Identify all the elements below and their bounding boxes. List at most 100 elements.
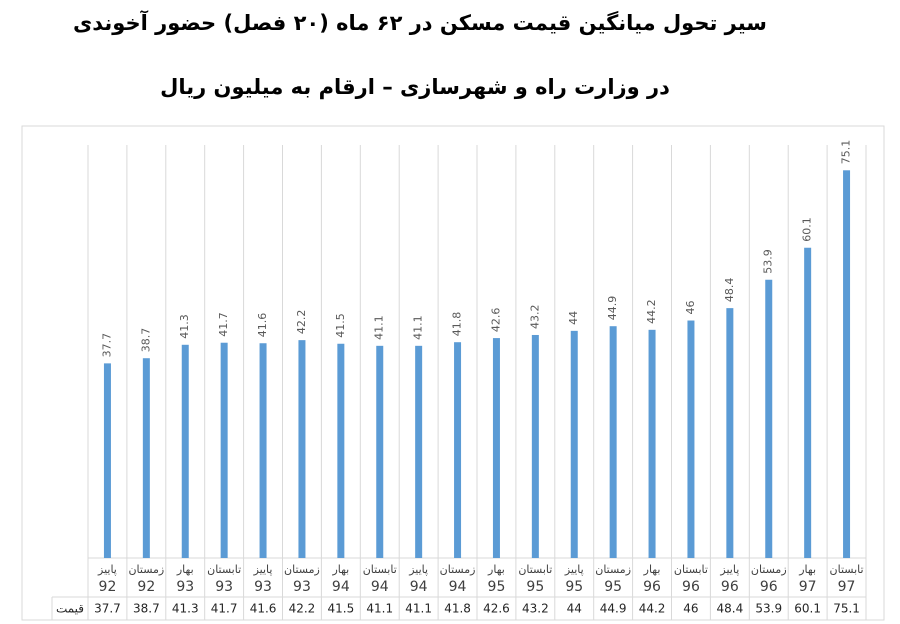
x-group-label: 95 [604, 579, 622, 595]
value-label: 41.1 [412, 315, 425, 340]
x-group-label: 96 [760, 579, 778, 595]
table-value: 41.1 [405, 602, 432, 616]
value-label: 60.1 [801, 217, 814, 242]
x-group-label: 92 [137, 579, 155, 595]
chart-frame [21, 125, 885, 621]
x-group-label: 93 [293, 579, 311, 595]
value-label: 41.1 [373, 315, 386, 340]
value-label: 48.4 [723, 278, 736, 303]
x-group-label: 93 [176, 579, 194, 595]
value-label: 41.7 [217, 312, 230, 337]
x-tick-label: زمستان [751, 563, 787, 576]
bar [726, 308, 734, 558]
x-group-label: 95 [565, 579, 583, 595]
x-group-label: 97 [799, 579, 817, 595]
bar [765, 279, 773, 558]
chart-title: سیر تحول میانگین قیمت مسکن در ۶۲ ماه (۲۰… [73, 10, 767, 35]
x-group-label: 94 [371, 579, 389, 595]
bar [531, 334, 539, 558]
x-tick-label: پاییز [564, 563, 584, 576]
table-row-label: قیمت [56, 602, 84, 616]
value-label: 43.2 [528, 304, 541, 329]
x-tick-label: پاییز [97, 563, 117, 576]
x-group-label: 96 [643, 579, 661, 595]
plot: قیمت 37.7 37.7 38.7 38.7 41.3 41.3 41.7 41.7 41.6… [51, 140, 867, 621]
x-group-label: 94 [332, 579, 350, 595]
x-tick-label: پاییز [408, 563, 428, 576]
x-tick-label: تابستان [674, 563, 708, 576]
value-label: 41.6 [256, 313, 269, 338]
x-group-label: 93 [215, 579, 233, 595]
bar [181, 344, 189, 558]
table-value: 44.9 [600, 602, 627, 616]
value-label: 41.3 [178, 314, 191, 339]
table-value: 37.7 [94, 602, 121, 616]
value-label: 44.2 [645, 299, 658, 324]
value-label: 42.6 [489, 308, 502, 333]
table-value: 48.4 [716, 602, 743, 616]
x-group-label: 95 [488, 579, 506, 595]
x-tick-label: تابستان [363, 563, 397, 576]
table-value: 41.1 [366, 602, 393, 616]
table-value: 44 [567, 602, 582, 616]
bar [804, 247, 812, 558]
table-value: 41.8 [444, 602, 471, 616]
table-value: 42.2 [289, 602, 316, 616]
x-group-label: 94 [449, 579, 467, 595]
x-group-label: 93 [254, 579, 272, 595]
x-tick-label: تابستان [830, 563, 864, 576]
bar [259, 343, 267, 558]
table-value: 60.1 [794, 602, 821, 616]
value-label: 42.2 [295, 310, 308, 335]
bar [570, 330, 578, 558]
table-value: 42.6 [483, 602, 510, 616]
bar [298, 340, 306, 558]
x-tick-label: بهار [643, 563, 661, 576]
bar [415, 345, 423, 558]
value-label: 41.5 [334, 313, 347, 338]
value-label: 46 [684, 301, 697, 315]
table-value: 44.2 [639, 602, 666, 616]
x-group-label: 96 [682, 579, 700, 595]
table-value: 41.5 [327, 602, 354, 616]
chart-subtitle: در وزارت راه و شهرسازی – ارقام به میلیون… [160, 75, 670, 99]
table-value: 43.2 [522, 602, 549, 616]
x-tick-label: بهار [487, 563, 505, 576]
value-label: 44 [567, 311, 580, 325]
x-group-label: 96 [721, 579, 739, 595]
table-value: 38.7 [133, 602, 160, 616]
x-tick-label: زمستان [595, 563, 631, 576]
x-tick-label: تابستان [518, 563, 552, 576]
bar [337, 343, 345, 558]
table-value: 53.9 [755, 602, 782, 616]
table-value: 41.6 [250, 602, 277, 616]
x-group-label: 95 [526, 579, 544, 595]
bar [648, 329, 656, 558]
bar [376, 345, 384, 558]
bar [220, 342, 228, 558]
value-label: 53.9 [762, 249, 775, 274]
value-label: 75.1 [840, 140, 853, 165]
x-tick-label: بهار [176, 563, 194, 576]
x-tick-label: زمستان [284, 563, 320, 576]
x-group-label: 94 [410, 579, 428, 595]
bar [454, 342, 462, 558]
x-tick-label: بهار [331, 563, 349, 576]
bar [492, 338, 500, 558]
value-label: 38.7 [139, 328, 152, 353]
bar [687, 320, 695, 558]
x-tick-label: زمستان [440, 563, 476, 576]
value-label: 41.8 [451, 312, 464, 337]
table-value: 41.3 [172, 602, 199, 616]
value-label: 37.7 [100, 333, 113, 358]
x-tick-label: پاییز [253, 563, 273, 576]
table-value: 41.7 [211, 602, 238, 616]
table-value: 75.1 [833, 602, 860, 616]
value-label: 44.9 [606, 296, 619, 321]
bar [843, 170, 851, 558]
x-group-label: 97 [838, 579, 856, 595]
x-tick-label: پاییز [719, 563, 739, 576]
x-group-label: 92 [99, 579, 117, 595]
bar [142, 358, 150, 558]
